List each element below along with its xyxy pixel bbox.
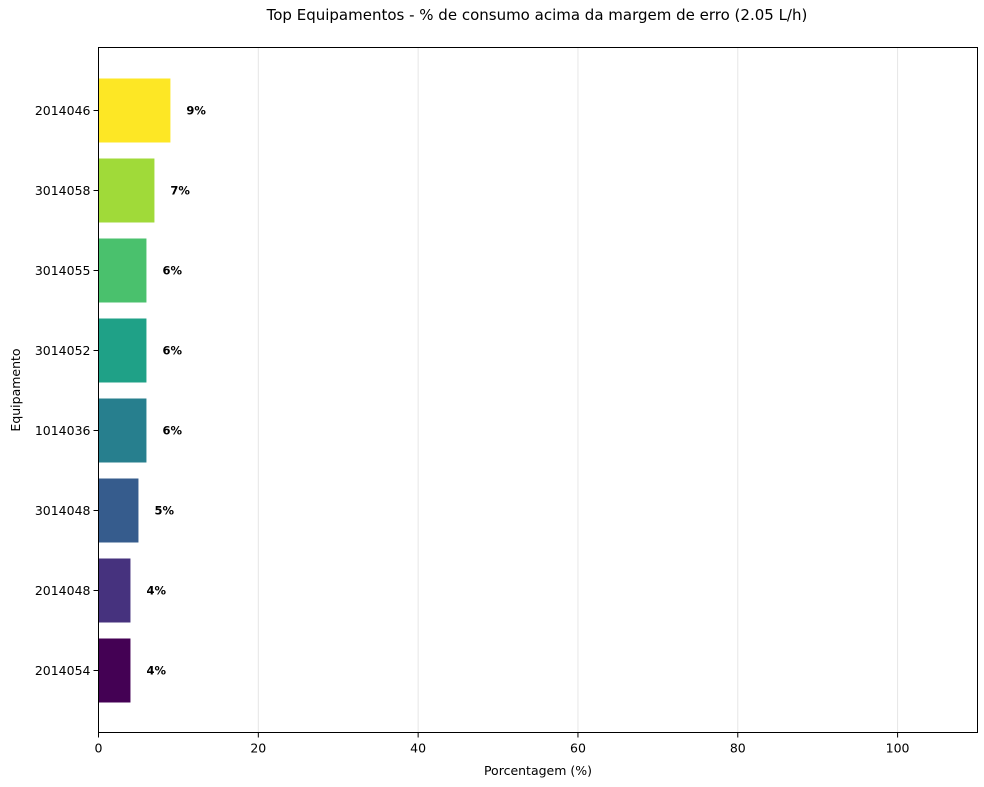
- x-axis-ticks: 0 20 40 60 80 100: [95, 732, 910, 756]
- plot-frame: [98, 47, 978, 733]
- bar: [98, 318, 147, 383]
- bar-data-label: 6%: [162, 344, 182, 358]
- y-tick-label: 1014036: [35, 423, 91, 438]
- x-tick-label: 40: [410, 741, 426, 756]
- bar: [98, 78, 171, 143]
- bar: [98, 638, 131, 703]
- x-axis-label: Porcentagem (%): [484, 763, 592, 778]
- bar-data-label: 9%: [186, 104, 206, 118]
- bar: [98, 238, 147, 303]
- x-tick-label: 80: [730, 741, 746, 756]
- bar: [98, 478, 139, 543]
- bar: [98, 158, 155, 223]
- bar-data-label: 5%: [154, 504, 174, 518]
- y-tick-label: 3014058: [35, 183, 91, 198]
- data-labels: 9% 7% 6% 6% 6% 5% 4% 4%: [146, 104, 206, 678]
- y-tick-label: 3014052: [35, 343, 91, 358]
- bar-data-label: 4%: [146, 584, 166, 598]
- bar-data-label: 6%: [162, 424, 182, 438]
- y-tick-label: 2014048: [35, 583, 91, 598]
- bars: [98, 78, 171, 703]
- bar-data-label: 6%: [162, 264, 182, 278]
- grid-lines: [257, 47, 899, 733]
- bar: [98, 398, 147, 463]
- x-tick-label: 100: [886, 741, 910, 756]
- bar: [98, 558, 131, 623]
- y-tick-label: 3014055: [35, 263, 91, 278]
- y-axis-ticks: 2014046 3014058 3014055 3014052 1014036 30140…: [35, 103, 99, 678]
- x-tick-label: 60: [570, 741, 586, 756]
- bar-data-label: 7%: [170, 184, 190, 198]
- y-tick-label: 2014046: [35, 103, 91, 118]
- y-axis-label: Equipamento: [8, 348, 23, 431]
- y-tick-label: 2014054: [35, 663, 91, 678]
- y-tick-label: 3014048: [35, 503, 91, 518]
- x-tick-label: 20: [250, 741, 266, 756]
- chart-title: Top Equipamentos - % de consumo acima da…: [266, 6, 808, 24]
- bar-data-label: 4%: [146, 664, 166, 678]
- x-tick-label: 0: [95, 741, 103, 756]
